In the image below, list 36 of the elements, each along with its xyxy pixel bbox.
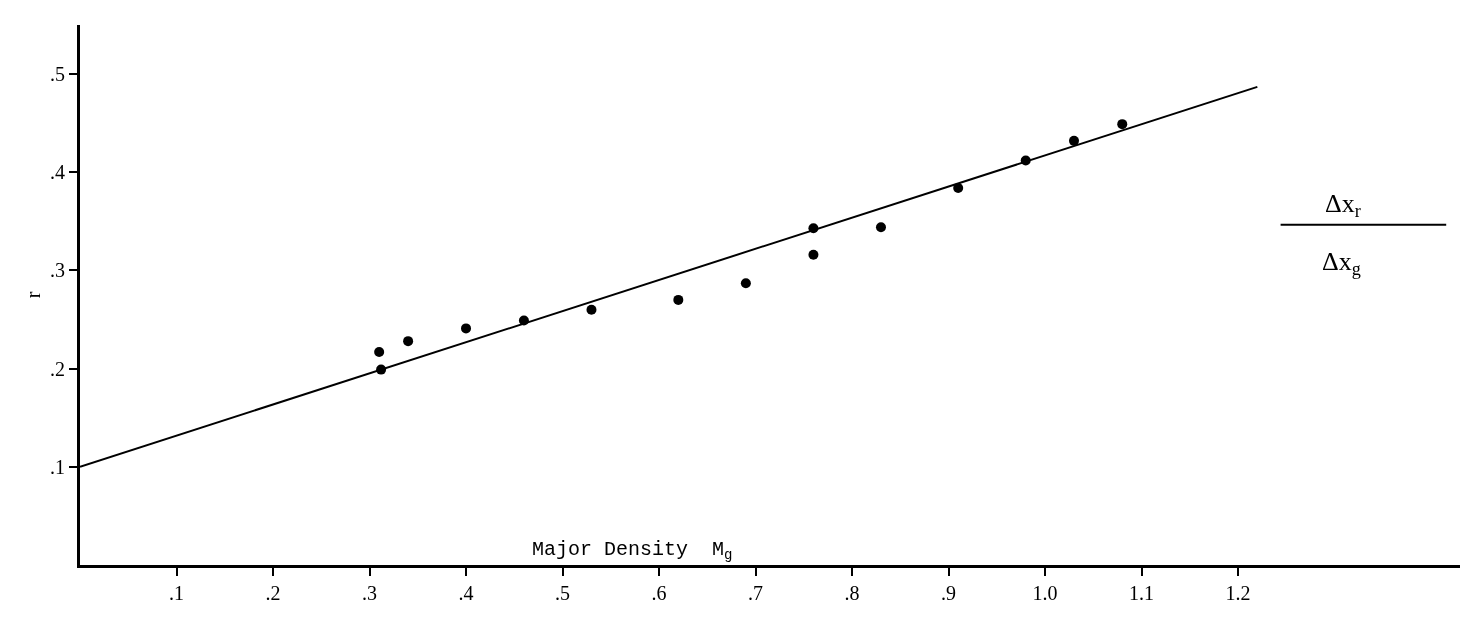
x-tick-label: .4 bbox=[458, 582, 474, 604]
y-tick-label: .4 bbox=[50, 161, 65, 184]
point bbox=[740, 278, 751, 289]
x-tick-label: 1.0 bbox=[1032, 582, 1058, 604]
point bbox=[673, 294, 684, 305]
point bbox=[1117, 119, 1128, 130]
point bbox=[403, 336, 414, 347]
x-tick-label: 1.1 bbox=[1129, 582, 1155, 604]
x-tick-label: .9 bbox=[941, 582, 957, 604]
x-tick-label: 1.2 bbox=[1225, 582, 1251, 604]
y-tick-label: .3 bbox=[50, 259, 65, 282]
point bbox=[953, 182, 964, 193]
point bbox=[1020, 155, 1031, 166]
y-tick-label: .1 bbox=[50, 455, 65, 478]
x-tick-label: .5 bbox=[555, 582, 571, 604]
y-tick-label: .5 bbox=[50, 63, 65, 86]
point bbox=[875, 222, 886, 233]
annotation: Δx$_{r}$ bbox=[1325, 189, 1361, 222]
point bbox=[808, 249, 819, 260]
y-axis-title: r bbox=[21, 291, 44, 299]
x-tick-label: .3 bbox=[362, 582, 378, 604]
point bbox=[461, 323, 472, 334]
x-tick-label: .1 bbox=[169, 582, 184, 604]
x-tick-label: .2 bbox=[265, 582, 281, 604]
x-axis-title: Major Density M$_{g}$ bbox=[532, 538, 733, 564]
x-tick-label: .6 bbox=[651, 582, 667, 604]
point bbox=[1068, 135, 1079, 146]
point bbox=[376, 364, 387, 375]
point bbox=[374, 346, 385, 357]
x-tick-label: .8 bbox=[844, 582, 860, 604]
x-tick-label: .7 bbox=[748, 582, 764, 604]
point bbox=[518, 315, 529, 326]
annotation: Δx$_{g}$ bbox=[1322, 247, 1361, 280]
point bbox=[808, 223, 819, 234]
point bbox=[586, 304, 597, 315]
y-tick-label: .2 bbox=[50, 357, 65, 380]
